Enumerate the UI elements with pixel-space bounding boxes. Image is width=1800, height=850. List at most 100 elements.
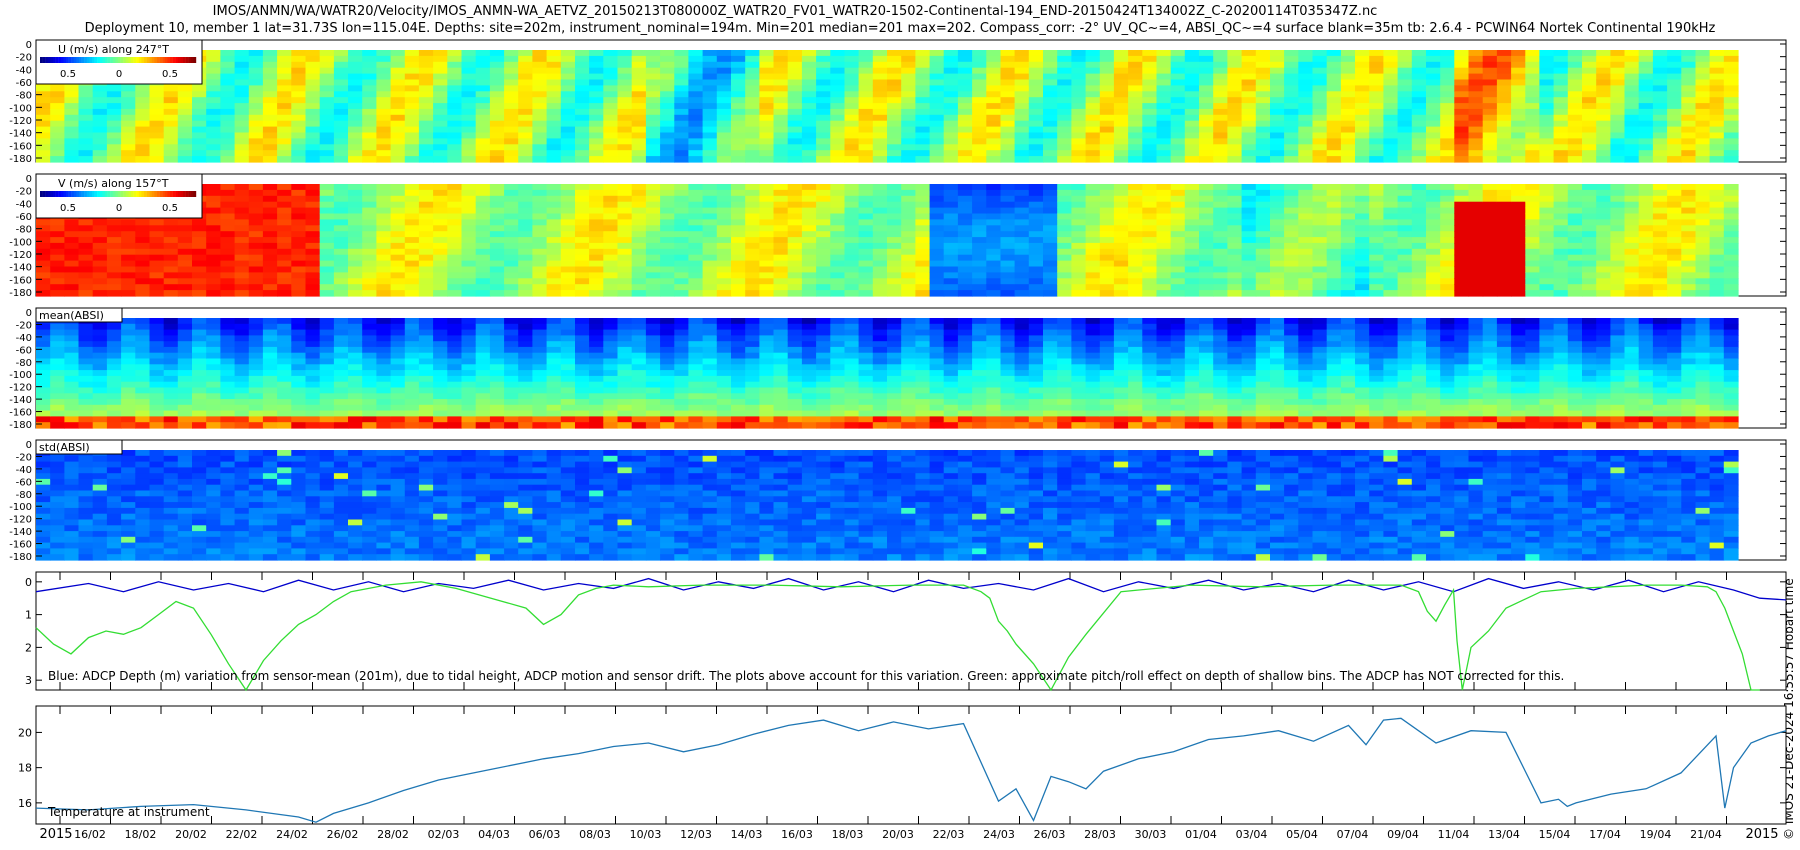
y-tick-label: 1 [25, 609, 32, 622]
y-tick-label: -140 [9, 129, 32, 140]
x-tick-label: 05/04 [1286, 828, 1318, 841]
x-tick-label: 08/03 [579, 828, 611, 841]
y-tick-label: -40 [16, 465, 32, 476]
legend-box [35, 307, 123, 323]
heatmap-cells-v [36, 184, 1739, 297]
x-tick-label: 19/04 [1640, 828, 1672, 841]
x-tick-label: 16/02 [74, 828, 106, 841]
x-tick-label: 24/03 [983, 828, 1015, 841]
y-tick-label: 2 [25, 641, 32, 654]
heatmap-cells-u [36, 50, 1739, 163]
y-tick-label: -120 [9, 383, 32, 394]
y-tick-label: 18 [18, 762, 32, 775]
y-tick-label: -140 [9, 395, 32, 406]
y-tick-label: -60 [16, 477, 32, 488]
y-tick-label: -140 [9, 263, 32, 274]
x-tick-label: 03/04 [1236, 828, 1268, 841]
y-tick-label: -20 [16, 53, 32, 64]
x-tick-label: 06/03 [529, 828, 561, 841]
y-tick-label: -20 [16, 320, 32, 331]
y-tick-label: 0 [26, 174, 32, 185]
y-tick-label: -180 [9, 288, 32, 299]
colorbar-tick: 0.5 [162, 203, 178, 214]
x-tick-label: 17/04 [1589, 828, 1621, 841]
x-tick-label: 16/03 [781, 828, 813, 841]
y-tick-label: 0 [25, 576, 32, 589]
y-tick-label: -120 [9, 250, 32, 261]
x-tick-label: 28/03 [1084, 828, 1116, 841]
y-tick-label: 0 [26, 40, 32, 51]
x-tick-label: 11/04 [1438, 828, 1470, 841]
y-tick-label: -80 [16, 490, 32, 501]
title-line-1: IMOS/ANMN/WA/WATR20/Velocity/IMOS_ANMN-W… [212, 4, 1378, 19]
panel-label: U (m/s) along 247°T [58, 43, 169, 56]
colorbar-tick: 0 [116, 69, 122, 80]
x-tick-label: 22/02 [226, 828, 258, 841]
y-tick-label: -20 [16, 452, 32, 463]
x-tick-label: 22/03 [933, 828, 965, 841]
y-tick-label: 16 [18, 797, 32, 810]
x-tick-label: 14/03 [731, 828, 763, 841]
x-tick-label: 07/04 [1337, 828, 1369, 841]
x-tick-label: 26/03 [1034, 828, 1066, 841]
y-tick-label: -180 [9, 420, 32, 431]
y-tick-label: -180 [9, 552, 32, 563]
y-tick-label: -100 [9, 502, 32, 513]
x-tick-label: 18/02 [125, 828, 157, 841]
heatmap-cells-std_absi [36, 450, 1739, 561]
y-tick-label: -60 [16, 78, 32, 89]
colorbar-tick: 0.5 [60, 203, 76, 214]
heatmap-panel-v: 0 -20-40 -60 -80-100 -120 -140-160 -180 V (m/s)… [9, 173, 1787, 299]
x-tick-label: 04/03 [478, 828, 510, 841]
colorbar-tick: 0.5 [162, 69, 178, 80]
y-tick-label: -100 [9, 103, 32, 114]
y-tick-label: -40 [16, 199, 32, 210]
y-tick-label: -160 [9, 540, 32, 551]
x-tick-label: 10/03 [630, 828, 662, 841]
x-tick-label: 13/04 [1488, 828, 1520, 841]
x-tick-label: 28/02 [377, 828, 409, 841]
y-tick-label: -40 [16, 333, 32, 344]
x-tick-label: 26/02 [327, 828, 359, 841]
y-tick-label: -80 [16, 358, 32, 369]
annotation-text: Temperature at instrument [47, 805, 210, 819]
x-tick-label: 21/04 [1690, 828, 1722, 841]
y-tick-label: -160 [9, 275, 32, 286]
heatmap-panel-mean_absi: 0-20 -40-60 -80-100 -120-140 -160-180 mean(AB… [9, 307, 1787, 431]
panel-frame [35, 571, 1787, 691]
line-panel-depth: 0 1 2 3 Blue: ADCP Depth (m) variation from … [25, 571, 1787, 692]
y-tick-label: -40 [16, 65, 32, 76]
x-tick-label: 20/03 [882, 828, 914, 841]
x-tick-label: 2015 [1745, 827, 1778, 842]
x-tick-label: 24/02 [276, 828, 308, 841]
x-tick-label: 30/03 [1135, 828, 1167, 841]
y-tick-label: 20 [18, 726, 32, 739]
x-tick-label: 20/02 [175, 828, 207, 841]
heatmap-panel-std_absi: 0-20 -40-60 -80-100 -120-140 -160-180 std(ABS… [9, 439, 1787, 563]
y-tick-label: -60 [16, 345, 32, 356]
colorbar-tick: 0.5 [60, 69, 76, 80]
panel-frame [35, 705, 1787, 825]
x-tick-label: 18/03 [832, 828, 864, 841]
panel-label: std(ABSI) [39, 441, 90, 454]
y-tick-label: 3 [25, 674, 32, 687]
x-tick-label: 02/03 [428, 828, 460, 841]
y-tick-label: -160 [9, 408, 32, 419]
y-tick-label: -100 [9, 370, 32, 381]
y-tick-label: 0 [26, 308, 32, 319]
y-tick-label: -80 [16, 225, 32, 236]
heatmap-cells-mean_absi [36, 318, 1739, 429]
series-line-depth-1 [35, 581, 1760, 692]
x-tick-label: 09/04 [1387, 828, 1419, 841]
annotation-text: Blue: ADCP Depth (m) variation from sens… [48, 669, 1564, 683]
title-line-2: Deployment 10, member 1 lat=31.73S lon=1… [84, 21, 1716, 36]
colorbar-tick: 0 [116, 203, 122, 214]
x-tick-label: 15/04 [1539, 828, 1571, 841]
y-tick-label: -160 [9, 141, 32, 152]
panel-label: mean(ABSI) [39, 309, 104, 322]
y-tick-label: -180 [9, 154, 32, 165]
y-tick-label: -60 [16, 212, 32, 223]
y-tick-label: -20 [16, 187, 32, 198]
